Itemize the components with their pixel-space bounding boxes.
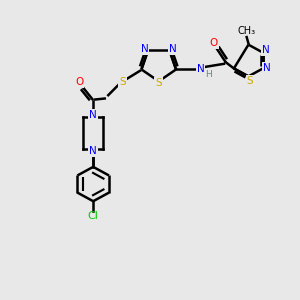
Text: N: N: [196, 64, 204, 74]
Text: S: S: [155, 78, 162, 88]
Text: N: N: [89, 110, 97, 120]
Text: O: O: [75, 77, 83, 87]
Text: Cl: Cl: [88, 211, 99, 221]
Text: O: O: [209, 38, 217, 48]
Text: N: N: [89, 146, 97, 156]
Text: N: N: [169, 44, 177, 54]
Text: N: N: [262, 45, 270, 55]
Text: N: N: [263, 64, 271, 74]
Text: S: S: [119, 77, 125, 87]
Text: N: N: [141, 44, 148, 54]
Text: CH₃: CH₃: [238, 26, 256, 36]
Text: S: S: [247, 76, 253, 86]
Text: H: H: [205, 70, 211, 79]
